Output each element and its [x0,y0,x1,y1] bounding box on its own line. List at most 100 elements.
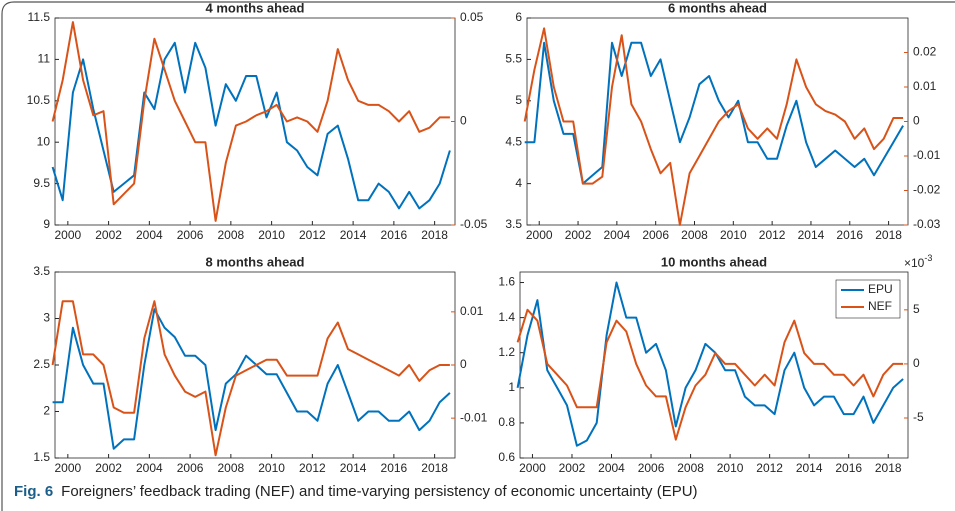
y-tick-label: 0.8 [498,415,515,429]
y2-tick-label: -0.02 [913,183,941,197]
x-tick-label: 2004 [598,461,625,475]
y-tick-label: 6 [515,10,522,24]
y2-tick-label: 0 [460,357,467,371]
x-tick-label: 2000 [526,228,553,242]
y-tick-label: 1.6 [498,275,515,289]
x-tick-label: 2002 [95,461,122,475]
chart-title: 6 months ahead [668,0,767,15]
x-tick-label: 2012 [759,228,786,242]
x-tick-label: 2012 [299,461,326,475]
series-line [51,41,451,210]
x-tick-label: 2010 [258,228,285,242]
caption-text: Foreigners’ feedback trading (NEF) and t… [61,483,697,500]
y-tick-label: 10.5 [27,93,51,107]
x-tick-label: 2000 [519,461,546,475]
y-tick-label: 1.5 [33,450,50,464]
x-tick-label: 2006 [642,228,669,242]
legend-box [835,279,901,319]
y-tick-label: 11 [38,52,51,66]
series-line [523,27,904,226]
x-tick-label: 2018 [875,461,902,475]
x-tick-label: 2010 [717,461,744,475]
y-tick-label: 1.2 [498,345,515,359]
x-tick-label: 2016 [381,461,408,475]
caption-label: Fig. 6 [14,483,53,500]
x-tick-label: 2012 [299,228,326,242]
x-tick-label: 2010 [720,228,747,242]
x-tick-label: 2018 [421,461,448,475]
y2-tick-label: -0.01 [913,148,941,162]
y-tick-label: 3.5 [33,264,50,278]
y2-tick-label: -0.03 [913,217,941,231]
y-tick-label: 3.5 [505,217,522,231]
x-tick-label: 2008 [218,228,245,242]
legend-label: NEF [868,299,892,313]
caption: Fig. 6 Foreigners’ feedback trading (NEF)… [14,483,698,500]
x-tick-label: 2016 [381,228,408,242]
y2-tick-label: -5 [913,410,924,424]
y-tick-label: 9.5 [33,176,50,190]
x-tick-label: 2012 [756,461,783,475]
series-line [516,281,904,447]
x-tick-label: 2010 [258,461,285,475]
y-tick-label: 3 [43,311,50,325]
series-line [51,300,450,457]
chart-title: 10 months ahead [661,254,767,269]
x-tick-label: 2014 [340,461,367,475]
x-tick-label: 2016 [835,461,862,475]
legend-label: EPU [868,282,893,296]
plot-area [54,17,456,226]
x-tick-label: 2004 [136,228,163,242]
y2-tick-label: -0.05 [460,217,488,231]
series-line [52,308,451,450]
x-tick-label: 2006 [638,461,665,475]
y2-tick-label: 0.02 [913,45,937,59]
x-tick-label: 2018 [875,228,902,242]
chart-title: 8 months ahead [206,254,305,269]
x-tick-label: 2002 [559,461,586,475]
x-tick-label: 2014 [798,228,825,242]
x-tick-label: 2002 [95,228,122,242]
y2-tick-label: 0.01 [913,79,937,93]
x-tick-label: 2000 [54,461,81,475]
y2-tick-label: -0.01 [460,410,488,424]
x-tick-label: 2000 [54,228,81,242]
y-tick-label: 1.4 [498,310,515,324]
y2-tick-label: 0 [460,114,467,128]
x-tick-label: 2004 [136,461,163,475]
x-tick-label: 2008 [681,228,708,242]
series-line [524,41,904,185]
x-tick-label: 2008 [218,461,245,475]
x-tick-label: 2016 [836,228,863,242]
series-line [51,21,450,222]
x-tick-label: 2002 [565,228,592,242]
y2-scale-exponent: -3 [924,253,932,263]
y-tick-label: 0.6 [498,450,515,464]
series-line [516,308,904,441]
y-tick-label: 5 [515,93,522,107]
x-tick-label: 2004 [604,228,631,242]
x-tick-label: 2008 [677,461,704,475]
y2-tick-label: 0 [913,356,920,370]
y-tick-label: 4.5 [505,134,522,148]
y-tick-label: 5.5 [505,52,522,66]
x-tick-label: 2006 [177,461,204,475]
y2-tick-label: 0.01 [460,304,484,318]
y-tick-label: 10 [37,134,51,148]
chart-title: 4 months ahead [206,0,305,15]
x-tick-label: 2006 [177,228,204,242]
x-tick-label: 2014 [796,461,823,475]
plot-area [526,17,909,226]
y2-tick-label: 0 [913,114,920,128]
x-tick-label: 2014 [340,228,367,242]
y-tick-label: 9 [43,217,50,231]
y-tick-label: 2.5 [33,357,50,371]
y-tick-label: 11.5 [28,10,51,24]
y2-scale-base: ×10 [904,256,925,270]
y-tick-label: 1 [508,380,515,394]
y-tick-label: 2 [43,404,50,418]
y2-scale-label: ×10-3 [904,253,932,270]
y2-tick-label: 5 [913,302,920,316]
